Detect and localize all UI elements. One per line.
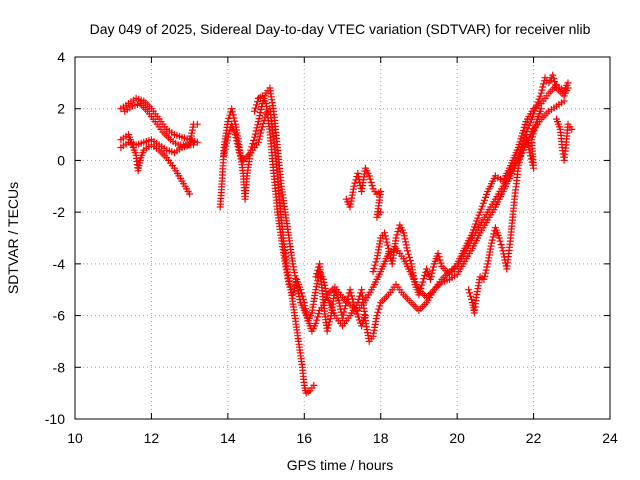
y-axis-label: SDTVAR / TECUs (5, 182, 21, 294)
series-sat-g (251, 71, 572, 345)
series-sat-f (220, 105, 318, 397)
series-sat-h (312, 260, 369, 335)
series-sat-d (117, 120, 201, 157)
y-tick-label: -10 (45, 411, 65, 427)
y-tick-label: 4 (57, 49, 65, 65)
x-tick-label: 12 (144, 430, 160, 446)
data-points (117, 71, 576, 397)
x-tick-label: 16 (296, 430, 312, 446)
x-tick-label: 24 (602, 430, 618, 446)
x-tick-label: 20 (449, 430, 465, 446)
x-tick-label: 22 (526, 430, 542, 446)
y-tick-label: -2 (53, 204, 66, 220)
series-sat-j (369, 79, 572, 299)
x-tick-label: 14 (220, 430, 236, 446)
chart-title: Day 049 of 2025, Sidereal Day-to-day VTE… (90, 21, 591, 37)
x-axis-label: GPS time / hours (287, 457, 394, 473)
series-sat-l (553, 115, 576, 164)
y-tick-label: 2 (57, 101, 65, 117)
series-sat-b (121, 100, 197, 149)
series-sat-k (465, 105, 545, 317)
series-sat-e (216, 84, 568, 335)
series-sat-i (342, 164, 385, 221)
x-tick-label: 18 (373, 430, 389, 446)
y-tick-label: -8 (53, 359, 66, 375)
x-tick-label: 10 (67, 430, 83, 446)
plot-frame (74, 56, 611, 420)
y-tick-label: -4 (53, 256, 66, 272)
y-tick-label: 0 (57, 152, 65, 168)
y-tick-label: -6 (53, 308, 66, 324)
